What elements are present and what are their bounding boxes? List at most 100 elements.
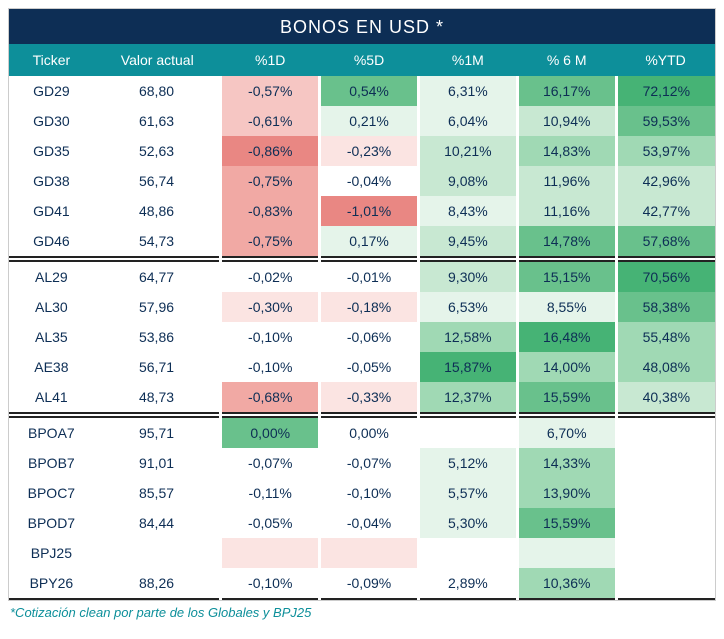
table-row: AL4148,73-0,68%-0,33%12,37%15,59%40,38% [9, 382, 715, 413]
table-row: BPY2688,26-0,10%-0,09%2,89%10,36% [9, 568, 715, 599]
cell-ticker: BPY26 [9, 568, 94, 599]
cell-value: 95,71 [94, 417, 221, 448]
cell-1d: -0,07% [221, 448, 320, 478]
cell-value: 48,86 [94, 196, 221, 226]
cell-value: 91,01 [94, 448, 221, 478]
cell-1d: -0,75% [221, 166, 320, 196]
cell-5d: -0,10% [320, 478, 419, 508]
cell-ticker: AL29 [9, 261, 94, 292]
cell-5d: -0,06% [320, 322, 419, 352]
cell-6m: 16,17% [517, 76, 616, 106]
cell-ticker: GD29 [9, 76, 94, 106]
cell-ytd [616, 478, 715, 508]
cell-5d: -0,07% [320, 448, 419, 478]
cell-1m: 5,30% [418, 508, 517, 538]
cell-ytd: 57,68% [616, 226, 715, 257]
cell-1m: 2,89% [418, 568, 517, 599]
cell-6m: 15,59% [517, 508, 616, 538]
table-row: AL3057,96-0,30%-0,18%6,53%8,55%58,38% [9, 292, 715, 322]
cell-5d: 0,00% [320, 417, 419, 448]
cell-ytd [616, 568, 715, 599]
table-row: BPOC785,57-0,11%-0,10%5,57%13,90% [9, 478, 715, 508]
cell-ytd: 42,96% [616, 166, 715, 196]
cell-1d: -0,11% [221, 478, 320, 508]
cell-value: 56,71 [94, 352, 221, 382]
cell-ticker: BPOD7 [9, 508, 94, 538]
cell-1m: 5,12% [418, 448, 517, 478]
cell-1m: 5,57% [418, 478, 517, 508]
cell-1d: -0,10% [221, 322, 320, 352]
col-1m: %1M [418, 44, 517, 76]
cell-6m: 10,36% [517, 568, 616, 599]
cell-6m: 14,78% [517, 226, 616, 257]
cell-value: 56,74 [94, 166, 221, 196]
table-footnote: *Cotización clean por parte de los Globa… [8, 601, 716, 620]
table-row: BPOA795,710,00%0,00%6,70% [9, 417, 715, 448]
cell-1m: 8,43% [418, 196, 517, 226]
cell-1d: -0,10% [221, 568, 320, 599]
cell-5d: -0,23% [320, 136, 419, 166]
cell-ytd: 40,38% [616, 382, 715, 413]
cell-ticker: GD35 [9, 136, 94, 166]
cell-6m: 14,83% [517, 136, 616, 166]
cell-ytd [616, 538, 715, 568]
cell-ticker: GD46 [9, 226, 94, 257]
cell-1d: 0,00% [221, 417, 320, 448]
table-row: GD4148,86-0,83%-1,01%8,43%11,16%42,77% [9, 196, 715, 226]
cell-6m: 8,55% [517, 292, 616, 322]
col-6m: % 6 M [517, 44, 616, 76]
table-row: BPOB791,01-0,07%-0,07%5,12%14,33% [9, 448, 715, 478]
group-separator [9, 599, 715, 600]
cell-6m: 11,16% [517, 196, 616, 226]
cell-1d: -0,57% [221, 76, 320, 106]
cell-6m: 6,70% [517, 417, 616, 448]
cell-value: 64,77 [94, 261, 221, 292]
cell-5d: -0,09% [320, 568, 419, 599]
cell-1d: -0,02% [221, 261, 320, 292]
cell-1d: -0,83% [221, 196, 320, 226]
cell-value: 85,57 [94, 478, 221, 508]
cell-value: 53,86 [94, 322, 221, 352]
cell-1d: -0,05% [221, 508, 320, 538]
cell-ytd: 59,53% [616, 106, 715, 136]
cell-1m: 9,08% [418, 166, 517, 196]
cell-value [94, 538, 221, 568]
col-value: Valor actual [94, 44, 221, 76]
cell-ticker: BPJ25 [9, 538, 94, 568]
table-row: BPJ25 [9, 538, 715, 568]
cell-1d: -0,61% [221, 106, 320, 136]
cell-6m: 13,90% [517, 478, 616, 508]
cell-ticker: GD38 [9, 166, 94, 196]
table-row: GD3856,74-0,75%-0,04%9,08%11,96%42,96% [9, 166, 715, 196]
table-row: GD2968,80-0,57%0,54%6,31%16,17%72,12% [9, 76, 715, 106]
table-title: BONOS EN USD * [9, 9, 715, 44]
header-row: Ticker Valor actual %1D %5D %1M % 6 M %Y… [9, 44, 715, 76]
table-row: GD3552,63-0,86%-0,23%10,21%14,83%53,97% [9, 136, 715, 166]
cell-ytd: 70,56% [616, 261, 715, 292]
cell-ytd [616, 508, 715, 538]
cell-ytd: 42,77% [616, 196, 715, 226]
cell-6m: 15,15% [517, 261, 616, 292]
cell-5d: 0,54% [320, 76, 419, 106]
cell-value: 54,73 [94, 226, 221, 257]
cell-1m: 15,87% [418, 352, 517, 382]
table-row: AL2964,77-0,02%-0,01%9,30%15,15%70,56% [9, 261, 715, 292]
cell-6m: 10,94% [517, 106, 616, 136]
cell-value: 48,73 [94, 382, 221, 413]
bonds-table: Ticker Valor actual %1D %5D %1M % 6 M %Y… [9, 44, 715, 600]
cell-ticker: AE38 [9, 352, 94, 382]
col-5d: %5D [320, 44, 419, 76]
table-row: AE3856,71-0,10%-0,05%15,87%14,00%48,08% [9, 352, 715, 382]
table-row: GD4654,73-0,75%0,17%9,45%14,78%57,68% [9, 226, 715, 257]
cell-ytd: 48,08% [616, 352, 715, 382]
cell-ticker: AL35 [9, 322, 94, 352]
cell-ytd [616, 417, 715, 448]
cell-1m: 12,58% [418, 322, 517, 352]
col-ticker: Ticker [9, 44, 94, 76]
cell-ytd: 53,97% [616, 136, 715, 166]
cell-value: 52,63 [94, 136, 221, 166]
cell-ticker: GD41 [9, 196, 94, 226]
col-ytd: %YTD [616, 44, 715, 76]
cell-6m: 14,00% [517, 352, 616, 382]
cell-value: 68,80 [94, 76, 221, 106]
